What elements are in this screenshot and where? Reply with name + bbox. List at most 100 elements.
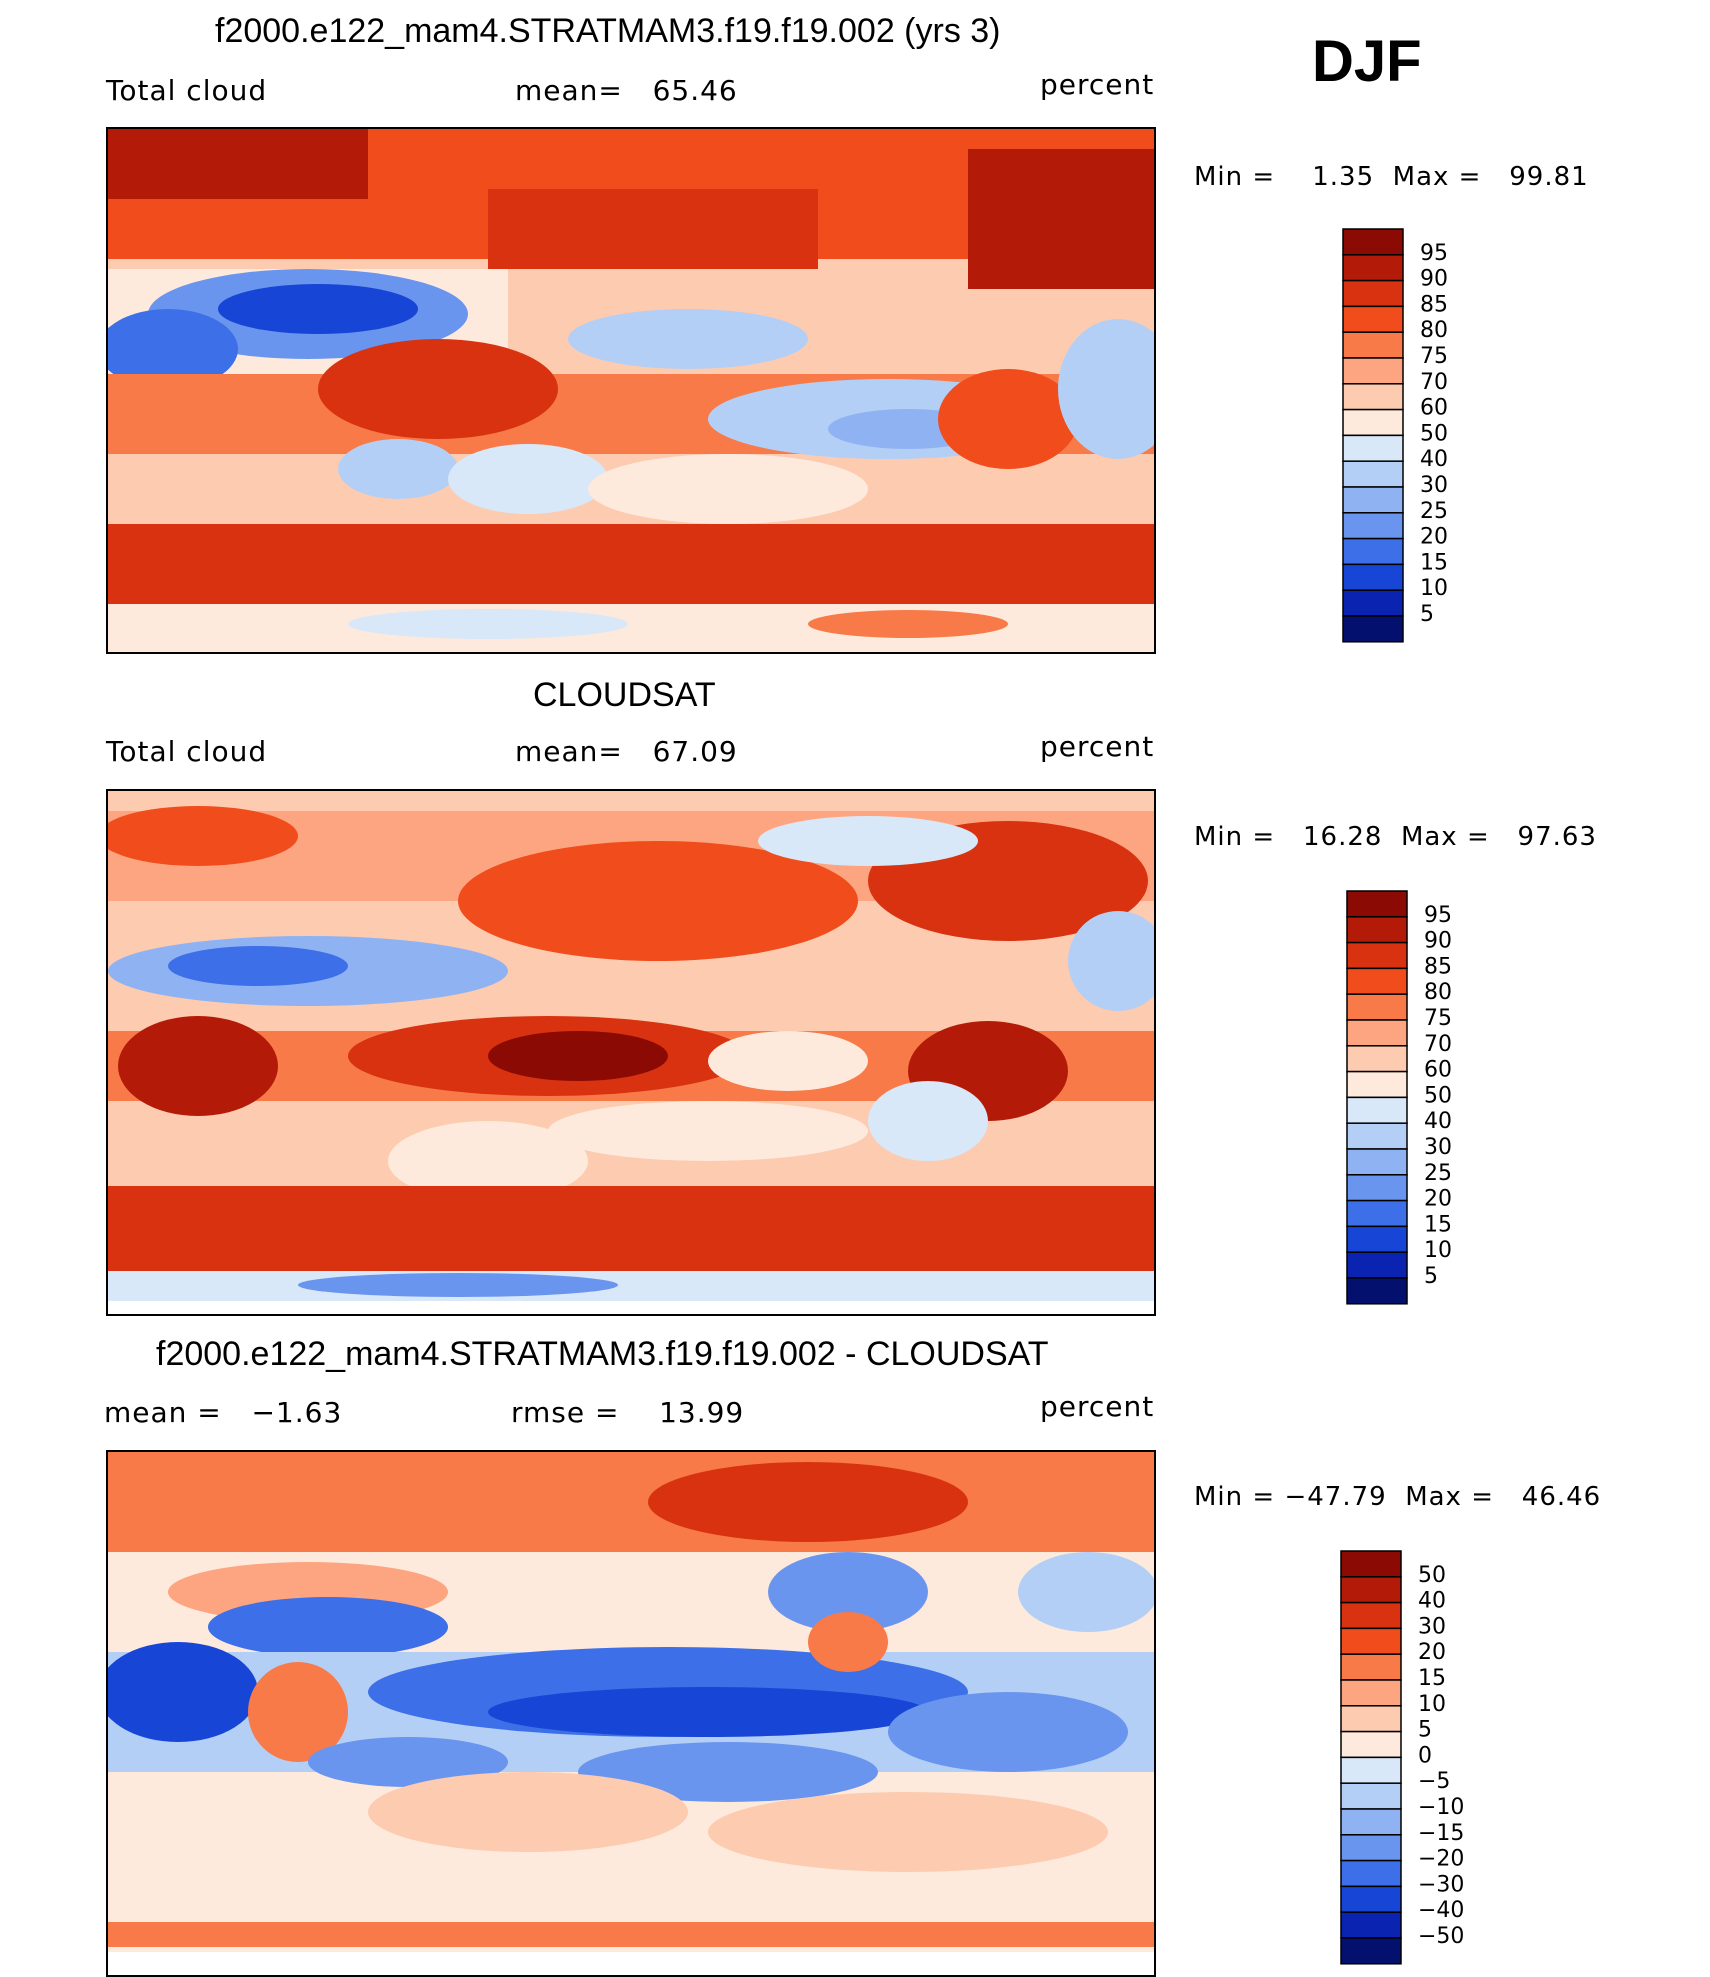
colorbar-swatch <box>1342 434 1404 462</box>
colorbar-tick-label: 50 <box>1424 1083 1452 1108</box>
colorbar-tick-label: 40 <box>1424 1109 1452 1134</box>
colorbar-swatch <box>1342 615 1404 643</box>
colorbar-swatch <box>1346 1019 1408 1047</box>
colorbar-swatch <box>1346 1045 1408 1073</box>
colorbar-swatch <box>1346 890 1408 918</box>
colorbar-swatch <box>1340 1653 1402 1681</box>
colorbar-tick-label: 15 <box>1424 1212 1452 1237</box>
colorbar-swatch <box>1340 1885 1402 1913</box>
colorbar-swatch <box>1342 408 1404 437</box>
colorbar-tick-label: 15 <box>1418 1666 1446 1691</box>
colorbar-tick-label: 30 <box>1418 1614 1446 1639</box>
colorbar-tick-label: 25 <box>1424 1161 1452 1186</box>
colorbar-swatch <box>1342 460 1404 488</box>
map-cloudsat-field <box>108 791 1154 1314</box>
colorbar-swatch <box>1346 1122 1408 1150</box>
panel-2-units-label: percent <box>1040 730 1155 763</box>
map-model-field <box>108 129 1154 652</box>
colorbar-swatch <box>1342 537 1404 566</box>
colorbar-swatch <box>1342 254 1404 282</box>
colorbar-tick-label: 70 <box>1420 370 1448 395</box>
colorbar-tick-label: −5 <box>1418 1769 1450 1794</box>
panel-1-title: f2000.e122_mam4.STRATMAM3.f19.f19.002 (y… <box>215 12 1001 50</box>
colorbar-swatch <box>1346 1174 1408 1202</box>
panel-2-title: CLOUDSAT <box>533 676 716 714</box>
colorbar-tick-label: 80 <box>1420 318 1448 343</box>
colorbar-swatch <box>1346 916 1408 944</box>
colorbar-tick-label: −15 <box>1418 1821 1464 1846</box>
colorbar-swatch <box>1346 941 1408 970</box>
colorbar-tick-label: 60 <box>1420 396 1448 421</box>
colorbar-tick-label: 85 <box>1424 954 1452 979</box>
colorbar-swatch <box>1340 1859 1402 1888</box>
colorbar-tick-label: 30 <box>1424 1135 1452 1160</box>
panel-1-units-label: percent <box>1040 68 1155 101</box>
colorbar-swatch <box>1340 1601 1402 1630</box>
colorbar-swatch <box>1340 1679 1402 1707</box>
panel-1-left-label: Total cloud <box>106 74 268 107</box>
colorbar-tick-label: −50 <box>1418 1924 1464 1949</box>
panel-3-units-label: percent <box>1040 1390 1155 1423</box>
colorbar-tick-label: 5 <box>1420 602 1434 627</box>
colorbar-tick-label: 5 <box>1424 1264 1438 1289</box>
map-panel-difference <box>106 1450 1156 1977</box>
colorbar-tick-label: 75 <box>1420 344 1448 369</box>
colorbar-tick-label: 5 <box>1418 1718 1432 1743</box>
colorbar-swatch <box>1346 993 1408 1021</box>
colorbar-tick-label: 20 <box>1418 1640 1446 1665</box>
colorbar-swatch <box>1346 1225 1408 1253</box>
colorbar-swatch <box>1340 1627 1402 1655</box>
season-label: DJF <box>1312 29 1422 94</box>
colorbar-swatch <box>1342 305 1404 333</box>
colorbar-difference: 50 40 30 20 15 10 5 0 −5 −10 −15 −20 −30 −40 −50 <box>1340 1550 1480 1972</box>
colorbar-swatch <box>1340 1576 1402 1604</box>
colorbar-swatch <box>1342 279 1404 308</box>
colorbar-swatch <box>1340 1756 1402 1784</box>
colorbar-swatch <box>1346 1251 1408 1279</box>
colorbar-tick-label: 75 <box>1424 1006 1452 1031</box>
colorbar-swatch <box>1340 1834 1402 1862</box>
colorbar-tick-label: 50 <box>1418 1563 1446 1588</box>
colorbar-model: 95 90 85 80 75 70 60 50 40 30 25 20 15 10 5 <box>1342 228 1482 650</box>
colorbar-swatch <box>1342 383 1404 411</box>
colorbar-tick-label: 40 <box>1418 1589 1446 1614</box>
colorbar-tick-label: 60 <box>1424 1058 1452 1083</box>
colorbar-tick-label: 10 <box>1420 576 1448 601</box>
colorbar-swatch <box>1340 1808 1402 1836</box>
colorbar-tick-label: 20 <box>1424 1187 1452 1212</box>
colorbar-tick-label: 80 <box>1424 980 1452 1005</box>
colorbar-swatch <box>1340 1730 1402 1759</box>
colorbar-swatch <box>1342 331 1404 359</box>
colorbar-tick-label: 30 <box>1420 473 1448 498</box>
colorbar-tick-label: 10 <box>1424 1238 1452 1263</box>
colorbar-swatch <box>1342 563 1404 591</box>
colorbar-tick-label: 90 <box>1424 929 1452 954</box>
colorbar-swatch <box>1340 1937 1402 1965</box>
colorbar-tick-label: 85 <box>1420 292 1448 317</box>
map-panel-model <box>106 127 1156 654</box>
colorbar-tick-label: 95 <box>1424 903 1452 928</box>
panel-1-minmax: Min = 1.35 Max = 99.81 <box>1194 162 1589 192</box>
colorbar-tick-label: 70 <box>1424 1032 1452 1057</box>
colorbar-swatch <box>1342 228 1404 256</box>
colorbar-tick-label: −20 <box>1418 1847 1464 1872</box>
panel-3-rmse-label: rmse = 13.99 <box>511 1396 745 1429</box>
colorbar-cloudsat: 95 90 85 80 75 70 60 50 40 30 25 20 15 10 5 <box>1346 890 1486 1312</box>
colorbar-swatch <box>1340 1782 1402 1810</box>
colorbar-tick-label: 25 <box>1420 499 1448 524</box>
colorbar-tick-label: 50 <box>1420 421 1448 446</box>
colorbar-swatch <box>1342 512 1404 540</box>
colorbar-swatch <box>1342 357 1404 385</box>
map-panel-cloudsat <box>106 789 1156 1316</box>
colorbar-swatch <box>1346 1199 1408 1228</box>
panel-2-left-label: Total cloud <box>106 735 268 768</box>
colorbar-tick-label: −30 <box>1418 1872 1464 1897</box>
colorbar-swatch <box>1346 1096 1408 1124</box>
colorbar-tick-label: −10 <box>1418 1795 1464 1820</box>
colorbar-tick-label: 10 <box>1418 1692 1446 1717</box>
colorbar-tick-label: 40 <box>1420 447 1448 472</box>
colorbar-tick-label: −40 <box>1418 1898 1464 1923</box>
